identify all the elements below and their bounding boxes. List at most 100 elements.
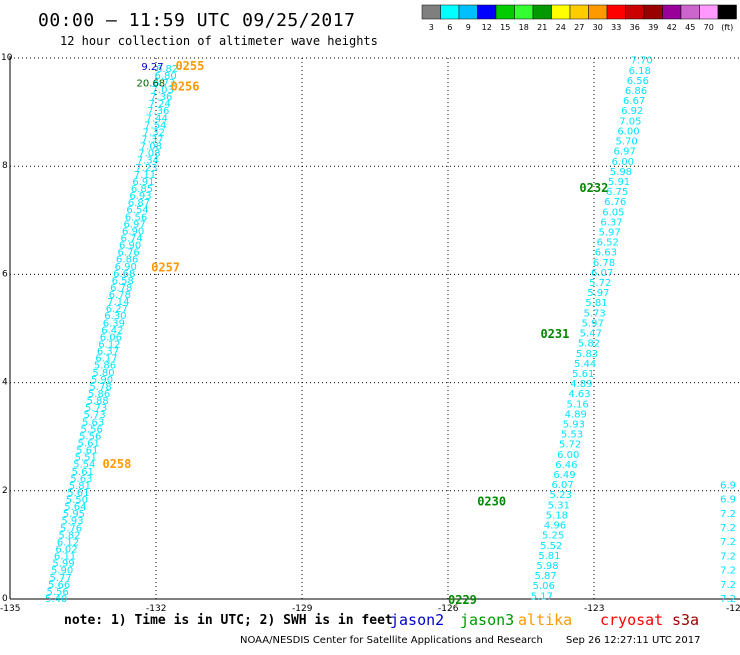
colorbar-label: 45 — [685, 23, 695, 32]
swh-value-label: 6.76 — [604, 197, 626, 208]
swh-value-label: 7.44 — [146, 113, 168, 124]
swh-value-label: 6.49 — [553, 470, 575, 481]
swh-value-label: 6.37 — [97, 347, 119, 358]
swh-value-label: 5.86 — [94, 361, 116, 372]
x-tick-label: -129 — [292, 604, 313, 614]
swh-value-label: 6.17 — [95, 354, 117, 365]
colorbar-label: 15 — [500, 23, 510, 32]
swh-value-label: 5.66 — [48, 580, 70, 591]
y-tick-label: 2 — [2, 486, 8, 496]
swh-value-label: 6.86 — [116, 255, 138, 266]
swh-value-label: 6.75 — [606, 187, 628, 198]
swh-value-label: 6.63 — [595, 248, 617, 259]
swh-value-label: 6.91 — [132, 177, 154, 188]
swh-value-label: 5.90 — [51, 566, 73, 577]
swh-value-label: 6.86 — [625, 86, 647, 97]
swh-value-label: 6.18 — [629, 66, 651, 77]
colorbar-swatch — [569, 4, 589, 20]
swh-value-label: 5.23 — [550, 490, 572, 501]
swh-value-label: 5.97 — [582, 318, 604, 329]
x-ticks: -135 -132 -129 -126 -123 -120 — [0, 604, 740, 614]
swh-value-label: 5.52 — [540, 541, 562, 552]
swh-value-label: 5.56 — [47, 587, 69, 598]
swh-value-label: 5.61 — [76, 446, 98, 457]
colorbar-swatch — [421, 4, 441, 20]
swh-value-label: 5.87 — [534, 571, 556, 582]
chart-subtitle: 12 hour collection of altimeter wave hei… — [60, 34, 378, 48]
swh-value-label: 7.08 — [138, 149, 160, 160]
swh-value-label: 7.2 — [720, 523, 736, 534]
swh-value-label: 5.61 — [72, 467, 94, 478]
swh-value-label: 7.03 — [152, 85, 174, 96]
swh-value-label: 5.81 — [69, 481, 91, 492]
swh-value-label: 6.67 — [623, 96, 645, 107]
swh-value-label: 6.82 — [156, 64, 178, 75]
swh-value-label: 6.11 — [54, 552, 76, 563]
time-label: 0257 — [151, 260, 180, 274]
colorbar-swatch — [680, 4, 700, 20]
colorbar-swatch — [662, 4, 682, 20]
swh-value-label: 5.31 — [548, 500, 570, 511]
swh-value-label: 5.91 — [608, 177, 630, 188]
swh-value-label: 6.78 — [109, 290, 131, 301]
swh-value-label: 5.72 — [559, 440, 581, 451]
swh-value-label: 6.9 — [720, 495, 736, 506]
swh-value-label: 6.37 — [600, 217, 622, 228]
colorbar-label: 33 — [611, 23, 621, 32]
swh-value-label: 5.73 — [84, 410, 106, 421]
satellite-legend-item: jason3 — [460, 611, 514, 629]
swh-value-label: 5.73 — [85, 403, 107, 414]
time-label: 0232 — [579, 181, 608, 195]
swh-value-label: 6.27 — [106, 304, 128, 315]
colorbar-label: (ft) — [721, 23, 733, 32]
y-ticks: 0 2 4 6 8 10 — [1, 53, 13, 604]
swh-value-label: 6.90 — [115, 262, 137, 273]
swh-value-label: 5.16 — [566, 399, 588, 410]
swh-value-label: 6.52 — [597, 238, 619, 249]
x-tick-label: -132 — [146, 604, 166, 614]
satellite-legend-item: jason2 — [390, 611, 444, 629]
swh-value-label: 7.54 — [144, 120, 166, 131]
swh-value-label: 6.9 — [720, 480, 736, 491]
swh-value-label: 4.63 — [568, 389, 590, 400]
swh-value-label: 5.82 — [58, 530, 80, 541]
y-tick-label: 4 — [2, 378, 8, 388]
chart-title: 00:00 – 11:59 UTC 09/25/2017 — [38, 10, 355, 31]
colorbar-swatch — [625, 4, 645, 20]
swh-value-label: 7.70 — [631, 56, 653, 67]
swh-value-label: 7.32 — [143, 127, 165, 138]
colorbar-swatch — [643, 4, 663, 20]
swh-value-label: 6.78 — [593, 258, 615, 269]
swh-value-label: 5.99 — [52, 559, 74, 570]
swh-value-label: 5.86 — [88, 389, 110, 400]
swh-value-label: 6.54 — [126, 205, 148, 216]
data-tracks: 5.405.565.665.775.905.996.116.026.125.82… — [45, 56, 736, 605]
colorbar-swatch — [717, 4, 737, 20]
swh-value-label: 5.70 — [615, 137, 637, 148]
swh-value-label: 5.50 — [66, 495, 88, 506]
swh-value-label: 6.12 — [57, 537, 79, 548]
footer-timestamp: Sep 26 12:27:11 UTC 2017 — [566, 635, 700, 646]
swh-value-label: 7.36 — [147, 106, 169, 117]
time-label: 0231 — [540, 327, 569, 341]
color-scale-legend: 3 6 9 12 15 18 21 24 27 30 33 36 39 42 45 70 (ft) — [421, 4, 737, 32]
swh-value-label: 5.81 — [538, 551, 560, 562]
swh-value-label: 5.76 — [60, 523, 82, 534]
swh-value-label: 6.00 — [612, 157, 634, 168]
swh-value-label: 6.42 — [101, 325, 123, 336]
swh-value-label: 5.83 — [576, 349, 598, 360]
colorbar-label: 18 — [519, 23, 529, 32]
swh-value-label: 6.97 — [123, 219, 145, 230]
swh-value-label: 5.82 — [578, 339, 600, 350]
swh-value-label: 5.25 — [542, 531, 564, 542]
swh-value-label: 5.64 — [64, 502, 86, 513]
swh-value-label: 6.02 — [55, 545, 77, 556]
y-tick-label: 10 — [1, 53, 13, 63]
y-tick-label: 0 — [2, 594, 8, 604]
swh-value-label: 5.40 — [45, 594, 67, 605]
swh-value-label: 5.63 — [70, 474, 92, 485]
colorbar-swatch — [699, 4, 719, 20]
highlight-value-labels: 9.27 20.68 — [137, 62, 166, 89]
